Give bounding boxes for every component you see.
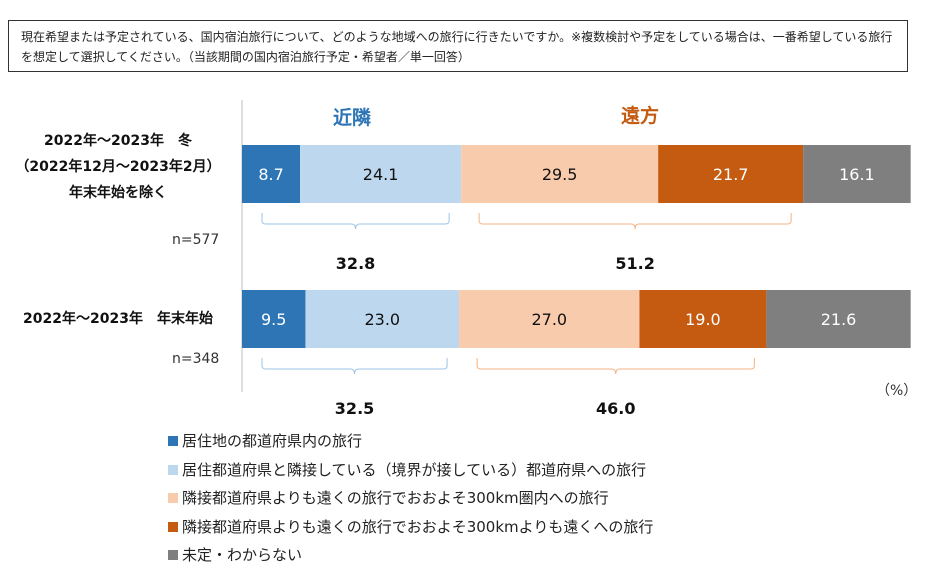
bar-segment	[305, 290, 460, 348]
group-label-near: 近隣	[333, 106, 371, 129]
far-total-label: 51.2	[615, 254, 654, 273]
data-label: 23.0	[364, 310, 400, 329]
legend-item: 隣接都道府県よりも遠くの旅行でおおよそ300kmよりも遠くへの旅行	[168, 513, 653, 542]
near-total-label: 32.8	[336, 254, 375, 273]
far-total-label: 46.0	[596, 399, 635, 418]
data-label: 21.7	[713, 165, 749, 184]
row-label-line: （2022年12月～2023年2月）	[15, 159, 221, 175]
data-label: 29.5	[542, 165, 578, 184]
legend-item: 居住地の都道府県内の旅行	[168, 427, 653, 456]
data-label: 21.6	[821, 310, 857, 329]
data-label: 27.0	[531, 310, 567, 329]
brace-far	[476, 358, 755, 375]
bar-segment	[803, 145, 911, 203]
legend-swatch	[168, 493, 178, 504]
bar-segment	[639, 290, 767, 348]
bar-segment	[461, 145, 659, 203]
bar-segment	[658, 145, 804, 203]
near-total-label: 32.5	[335, 399, 374, 418]
bar-segment	[300, 145, 462, 203]
legend-swatch	[168, 550, 178, 561]
row-label-line: 年末年始を除く	[69, 185, 167, 201]
legend: 居住地の都道府県内の旅行居住都道府県と隣接している（境界が接している）都道府県へ…	[168, 427, 653, 570]
bar-segment	[242, 145, 301, 203]
bar-segment	[459, 290, 640, 348]
brace-near	[261, 213, 450, 230]
legend-label: 隣接都道府県よりも遠くの旅行でおおよそ300km圏内への旅行	[182, 489, 609, 507]
row-label-winter: 2022年～2023年 冬 （2022年12月～2023年2月） 年末年始を除く	[0, 128, 236, 206]
data-label: 8.7	[258, 165, 283, 184]
unit-label: （%）	[876, 383, 918, 399]
data-label: 19.0	[685, 310, 721, 329]
legend-item: 未定・わからない	[168, 541, 653, 570]
legend-item: 隣接都道府県よりも遠くの旅行でおおよそ300km圏内への旅行	[168, 484, 653, 513]
legend-swatch	[168, 521, 178, 532]
n-label-winter: n=577	[172, 232, 220, 248]
bar-segment	[766, 290, 911, 348]
legend-label: 居住都道府県と隣接している（境界が接している）都道府県への旅行	[182, 460, 647, 479]
bar-segment	[242, 290, 306, 348]
brace-near	[261, 358, 448, 375]
row-label-line: 2022年～2023年 年末年始	[23, 311, 213, 327]
row-label-newyear: 2022年～2023年 年末年始	[0, 306, 236, 332]
n-label-newyear: n=348	[172, 351, 220, 367]
question-box: 現在希望または予定されている、国内宿泊旅行について、どのような地域への旅行に行き…	[8, 20, 908, 72]
legend-swatch	[168, 464, 178, 475]
legend-label: 未定・わからない	[182, 546, 303, 564]
data-label: 24.1	[363, 165, 399, 184]
legend-label: 居住地の都道府県内の旅行	[182, 432, 363, 450]
legend-swatch	[168, 436, 178, 447]
legend-item: 居住都道府県と隣接している（境界が接している）都道府県への旅行	[168, 456, 653, 485]
row-label-line: 2022年～2023年 冬	[44, 133, 192, 149]
data-label: 9.5	[261, 310, 286, 329]
legend-label: 隣接都道府県よりも遠くの旅行でおおよそ300kmよりも遠くへの旅行	[182, 517, 654, 536]
brace-far	[478, 213, 792, 230]
data-label: 16.1	[839, 165, 875, 184]
group-label-far: 遠方	[621, 104, 659, 127]
